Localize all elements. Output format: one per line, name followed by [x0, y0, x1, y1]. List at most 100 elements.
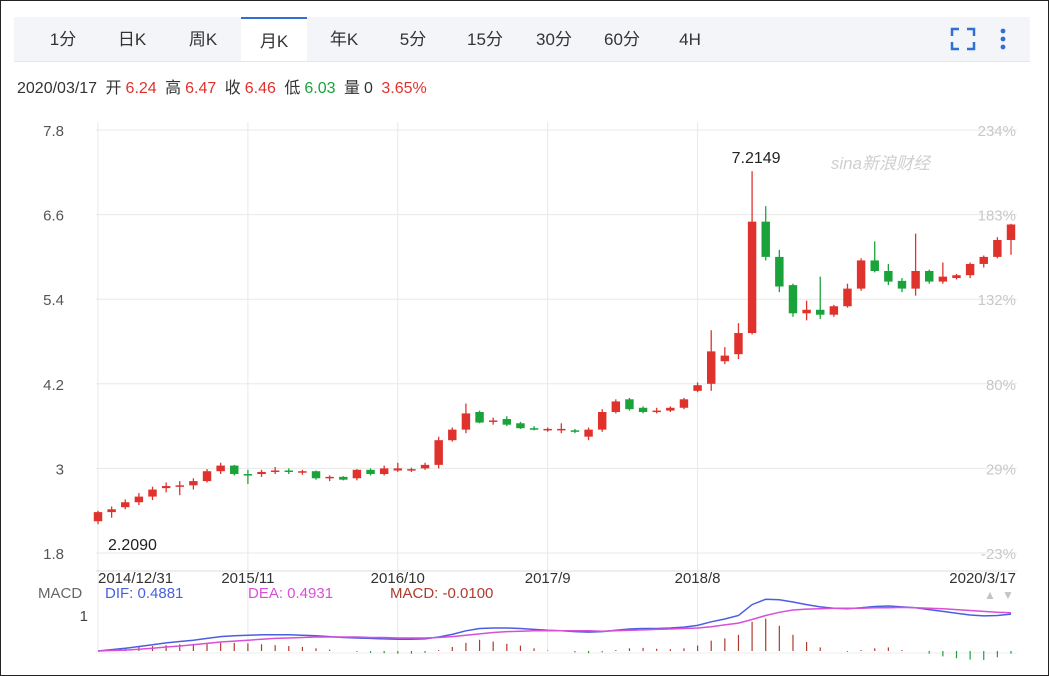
tab-4h[interactable]: 4H [679, 30, 701, 49]
candle-body [965, 263, 975, 276]
candle-body [747, 221, 757, 334]
y-tick-label: 3 [56, 461, 64, 478]
tab-yearly-k[interactable]: 年K [329, 30, 359, 49]
macd-y-tick: 1 [80, 608, 88, 625]
tab-60min[interactable]: 60分 [604, 30, 640, 49]
max-price-label: 7.2149 [732, 150, 781, 167]
candle-body [979, 256, 988, 264]
pct-tick-label: 234% [978, 123, 1016, 140]
candle-body [488, 420, 498, 422]
x-tick-label: 2018/8 [675, 570, 721, 587]
candle-body [925, 271, 934, 282]
pct-tick-label: 183% [978, 208, 1016, 225]
candle-body [993, 239, 1002, 257]
candle-body [666, 407, 675, 411]
candle-body [311, 471, 321, 479]
candle-body [175, 485, 184, 487]
candle-body [257, 471, 266, 475]
candle-body [734, 333, 743, 355]
candle-body [557, 428, 566, 431]
info-volume: 0 [363, 80, 373, 97]
tab-weekly-k[interactable]: 周K [188, 30, 218, 49]
candle-body [134, 496, 144, 503]
x-tick-label: 2015/11 [221, 570, 274, 587]
info-low: 6.03 [304, 80, 336, 97]
info-high-label: 高 [165, 80, 182, 97]
tab-15min[interactable]: 15分 [467, 30, 503, 49]
candle-body [952, 275, 961, 279]
candle-body [870, 260, 879, 271]
candle-body [584, 429, 593, 437]
candle-body [1006, 224, 1016, 240]
candle-body [638, 407, 648, 412]
candle-body [911, 271, 920, 289]
candle-body [761, 221, 770, 257]
tab-daily-k[interactable]: 日K [117, 30, 147, 49]
pct-tick-label: 29% [986, 461, 1016, 478]
sina-watermark: sina新浪财经 [831, 154, 932, 173]
candle-body [393, 468, 403, 471]
fullscreen-icon[interactable] [950, 27, 976, 56]
candle-body [815, 309, 825, 315]
pct-tick-label: 80% [986, 377, 1016, 394]
collapse-up-icon: ▲ [984, 588, 996, 602]
more-vertical-icon[interactable] [998, 27, 1008, 58]
info-change-pct: 3.65% [381, 80, 427, 97]
candle-body [352, 469, 362, 479]
candle-body [938, 276, 948, 282]
info-close-label: 收 [224, 80, 241, 97]
candle-body [516, 423, 525, 429]
chart-annotations: 7.2149 2.2090 [108, 150, 781, 554]
candle-body [243, 474, 253, 476]
pct-tick-label: 132% [978, 292, 1016, 309]
candle-body [625, 399, 634, 410]
candle-body [652, 410, 661, 413]
period-tab-bar: 1分 日K 周K 月K 年K 5分 15分 30分 60分 4H [14, 17, 1030, 62]
candle-body [529, 428, 539, 430]
candle-body [802, 309, 811, 314]
collapse-down-icon: ▼ [1002, 588, 1014, 602]
candle-body [93, 512, 103, 522]
candle-body [706, 351, 716, 384]
candle-body [270, 470, 280, 473]
candle-body [339, 476, 348, 480]
chart-axes: 7.8 234% 6.6 183% 5.4 132% 4.2 80% 3 29% 1.8 -23% 20… [43, 123, 1016, 587]
candle-body [161, 486, 171, 489]
candle-body [121, 502, 130, 508]
candle-body [420, 464, 430, 469]
candle-body [475, 412, 484, 423]
tab-30min[interactable]: 30分 [536, 30, 572, 49]
candle-body [230, 465, 239, 475]
candle-body [788, 285, 798, 314]
candle-body [775, 256, 784, 287]
info-high: 6.47 [185, 80, 217, 97]
candle-body [202, 471, 212, 482]
min-price-label: 2.2090 [108, 537, 157, 554]
candle-body [843, 288, 852, 307]
macd-dea-line [97, 606, 1012, 652]
y-tick-label: 7.8 [43, 123, 64, 140]
pct-tick-label: -23% [981, 546, 1016, 563]
y-tick-label: 4.2 [43, 377, 64, 394]
candle-body [611, 401, 621, 412]
candle-body [856, 260, 866, 289]
candle-body [720, 355, 730, 362]
macd-dif-line [97, 598, 1012, 652]
candle-body [461, 413, 471, 430]
tab-monthly-k[interactable]: 月K [241, 17, 307, 61]
tab-5min[interactable]: 5分 [399, 30, 427, 49]
candle-body [597, 412, 607, 430]
candle-body [693, 385, 702, 391]
macd-panel: MACD DIF: 0.4881 DEA: 0.4931 MACD: -0.0100 1… [38, 585, 1017, 660]
candle-body [379, 468, 389, 475]
candle-body [284, 470, 294, 473]
candle-body [570, 430, 580, 432]
info-volume-label: 量 [343, 80, 360, 97]
info-date: 2020/03/17 [17, 80, 98, 97]
y-tick-label: 6.6 [43, 208, 64, 225]
candle-body [434, 440, 443, 465]
tab-1min[interactable]: 1分 [49, 30, 77, 49]
y-tick-label: 1.8 [43, 546, 64, 563]
